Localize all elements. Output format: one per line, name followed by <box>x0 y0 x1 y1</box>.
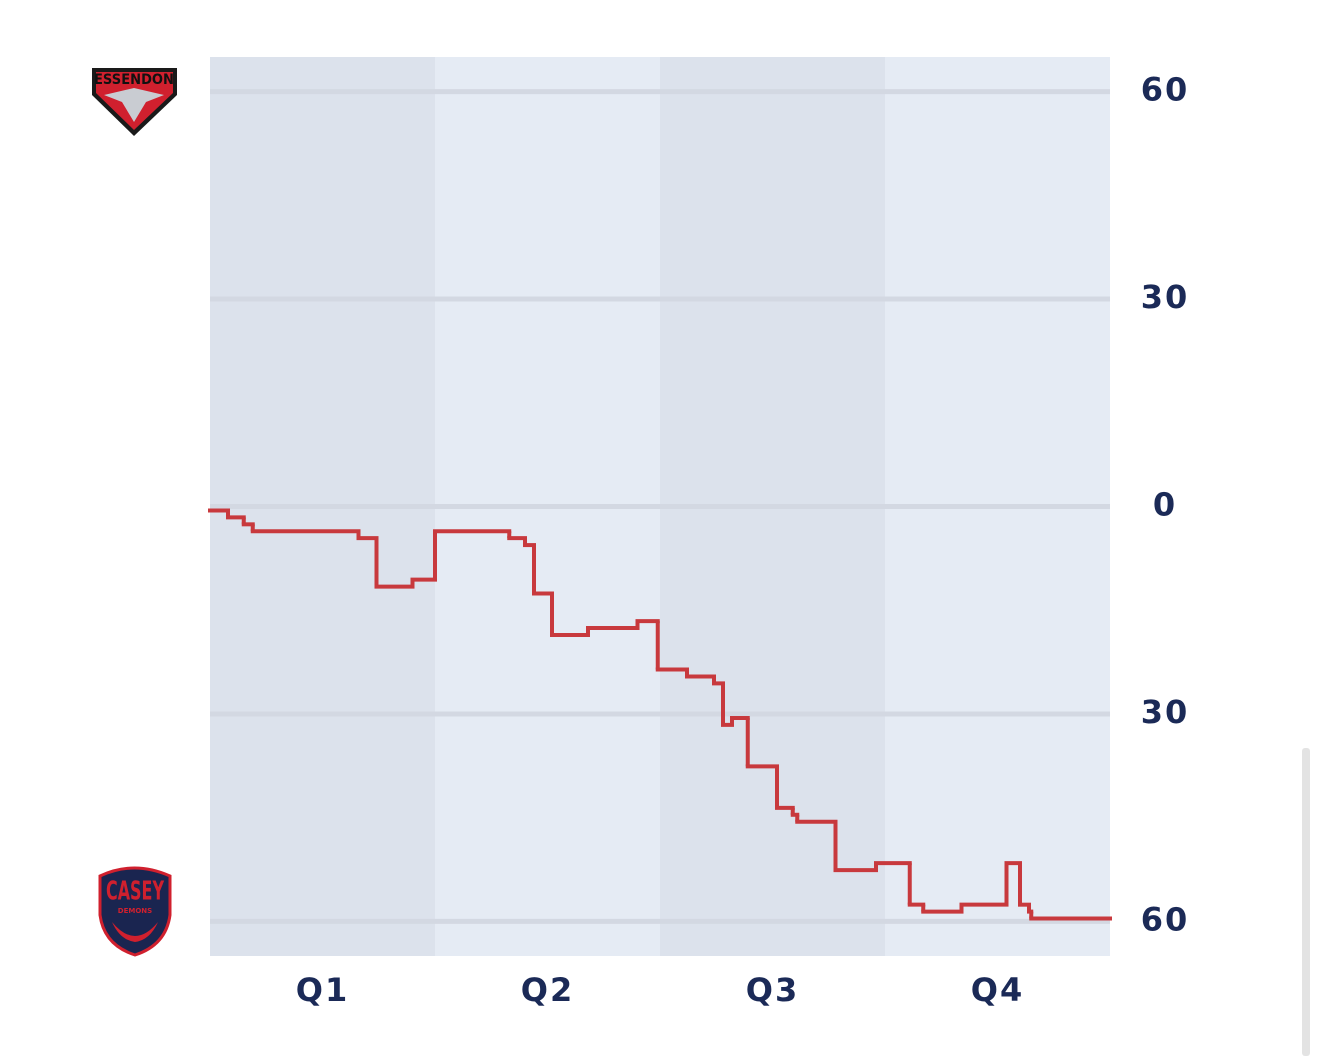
y-tick-label: 30 <box>1141 693 1190 731</box>
team-subname: DEMONS <box>118 907 152 915</box>
team-name: CASEY <box>106 877 165 907</box>
scrollbar[interactable] <box>1302 748 1310 1056</box>
team-name: ESSENDON <box>94 72 174 88</box>
x-tick-label: Q3 <box>746 971 799 1009</box>
essendon-logo: ESSENDON <box>92 68 177 136</box>
y-tick-label: 60 <box>1141 71 1190 109</box>
y-tick-label: 0 <box>1153 486 1177 524</box>
casey-logo: CASEY DEMONS <box>98 866 172 957</box>
y-tick-label: 30 <box>1141 278 1190 316</box>
x-tick-label: Q4 <box>971 971 1024 1009</box>
y-tick-label: 60 <box>1141 900 1190 938</box>
x-tick-label: Q2 <box>521 971 574 1009</box>
x-tick-label: Q1 <box>296 971 349 1009</box>
